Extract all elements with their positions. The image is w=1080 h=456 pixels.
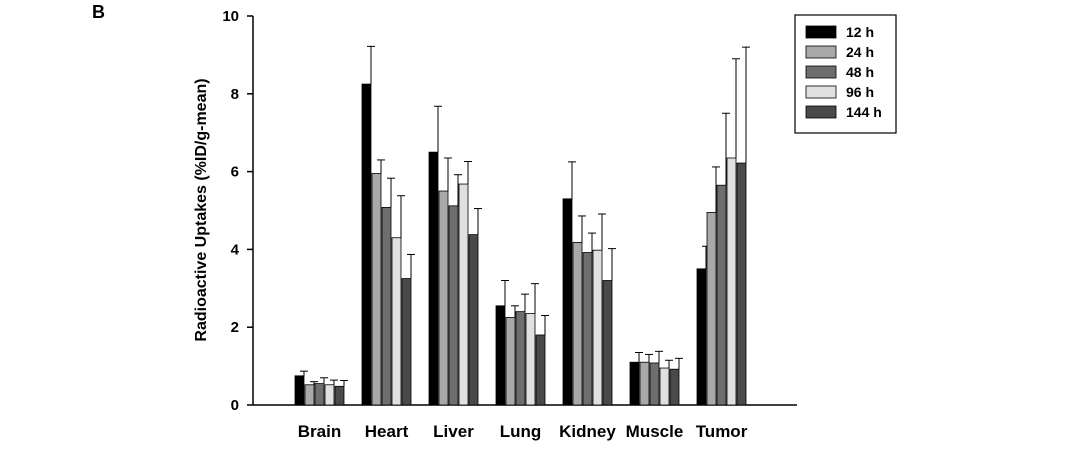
bar-group-heart — [361, 45, 415, 406]
x-tick-label: Tumor — [696, 422, 748, 441]
x-tick-label: Liver — [433, 422, 474, 441]
bar-heart-24h — [371, 173, 382, 406]
bar-tumor-12h — [696, 268, 707, 406]
bar-group-kidney — [562, 161, 616, 406]
bar-heart-96h — [391, 237, 402, 406]
bar-lung-12h — [495, 305, 506, 406]
bar-lung-24h — [505, 317, 516, 406]
bar-kidney-24h — [572, 241, 583, 406]
bar-kidney-48h — [582, 252, 593, 406]
y-tick-label: 10 — [222, 8, 239, 25]
y-tick-label: 0 — [231, 397, 239, 414]
y-tick-label: 8 — [231, 86, 239, 103]
bar-muscle-96h — [659, 367, 670, 406]
x-tick-label: Heart — [365, 422, 409, 441]
legend-label: 96 h — [846, 84, 874, 100]
bar-group-lung — [495, 280, 549, 406]
bar-muscle-48h — [649, 362, 660, 406]
bar-tumor-24h — [706, 212, 717, 406]
x-tick-label: Brain — [298, 422, 341, 441]
legend-label: 144 h — [846, 104, 882, 120]
x-axis-labels: Brain Heart Liver Lung Kidney Muscle Tumor — [298, 422, 748, 441]
x-tick-label: Kidney — [559, 422, 616, 441]
x-tick-label: Muscle — [626, 422, 684, 441]
bar-muscle-12h — [629, 361, 640, 406]
bars-group — [294, 45, 750, 406]
y-tick-label: 4 — [231, 241, 240, 258]
legend-swatch — [805, 25, 837, 39]
bar-heart-144h — [401, 278, 412, 406]
bar-tumor-144h — [736, 162, 747, 406]
bar-brain-144h — [334, 385, 345, 406]
legend-swatch — [805, 65, 837, 79]
x-tick-label: Lung — [500, 422, 542, 441]
bar-tumor-96h — [726, 157, 737, 406]
legend-label: 48 h — [846, 64, 874, 80]
y-axis-title: Radioactive Uptakes (%ID/g-mean) — [193, 78, 210, 341]
bar-group-muscle — [629, 350, 683, 406]
bar-group-brain — [294, 370, 348, 406]
y-tick-label: 2 — [231, 319, 239, 336]
bar-lung-48h — [515, 311, 526, 406]
panel-label: B — [92, 2, 105, 22]
bar-heart-48h — [381, 206, 392, 406]
legend-swatch — [805, 45, 837, 59]
legend-label: 24 h — [846, 44, 874, 60]
bar-kidney-144h — [602, 280, 613, 406]
bar-brain-24h — [304, 384, 315, 406]
bar-liver-24h — [438, 190, 449, 406]
bar-muscle-144h — [669, 368, 680, 406]
bar-liver-144h — [468, 234, 479, 406]
bar-heart-12h — [361, 83, 372, 406]
bar-liver-12h — [428, 151, 439, 406]
bar-brain-48h — [314, 383, 325, 406]
legend-swatch — [805, 85, 837, 99]
bar-lung-144h — [535, 334, 546, 406]
bar-muscle-24h — [639, 361, 650, 406]
legend-swatch — [805, 105, 837, 119]
bar-group-tumor — [696, 46, 750, 406]
y-tick-label: 6 — [231, 164, 239, 181]
bar-kidney-96h — [592, 249, 603, 406]
legend: 12 h 24 h 48 h 96 h 144 h — [794, 14, 897, 134]
bar-tumor-48h — [716, 184, 727, 406]
bar-brain-96h — [324, 384, 335, 406]
bar-liver-48h — [448, 205, 459, 406]
bar-liver-96h — [458, 183, 469, 406]
bar-lung-96h — [525, 313, 536, 406]
bar-kidney-12h — [562, 198, 573, 406]
bar-brain-12h — [294, 375, 305, 406]
bar-group-liver — [428, 105, 482, 406]
legend-label: 12 h — [846, 24, 874, 40]
